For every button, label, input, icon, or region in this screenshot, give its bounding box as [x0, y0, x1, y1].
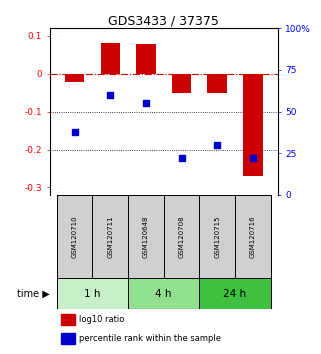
- Bar: [172, 74, 191, 93]
- Bar: [199, 278, 271, 309]
- Bar: [100, 44, 120, 74]
- Text: GSM120715: GSM120715: [214, 215, 220, 258]
- Bar: [65, 74, 84, 82]
- Bar: [128, 195, 164, 278]
- Point: [179, 155, 184, 161]
- Text: GSM120711: GSM120711: [107, 215, 113, 258]
- Bar: [57, 195, 92, 278]
- Text: GSM120716: GSM120716: [250, 215, 256, 258]
- Bar: [61, 314, 75, 325]
- Bar: [243, 74, 263, 176]
- Bar: [199, 195, 235, 278]
- Bar: [207, 74, 227, 93]
- Title: GDS3433 / 37375: GDS3433 / 37375: [108, 14, 219, 27]
- Point: [72, 129, 77, 135]
- Text: GSM120648: GSM120648: [143, 215, 149, 258]
- Bar: [164, 195, 199, 278]
- Text: log10 ratio: log10 ratio: [79, 315, 125, 324]
- Bar: [57, 278, 128, 309]
- Bar: [128, 278, 199, 309]
- Text: 24 h: 24 h: [223, 289, 247, 298]
- Text: time ▶: time ▶: [17, 289, 50, 298]
- Bar: [235, 195, 271, 278]
- Text: GSM120710: GSM120710: [72, 215, 78, 258]
- Bar: [92, 195, 128, 278]
- Bar: [136, 44, 156, 74]
- Text: percentile rank within the sample: percentile rank within the sample: [79, 334, 221, 343]
- Point: [108, 92, 113, 98]
- Text: GSM120708: GSM120708: [178, 215, 185, 258]
- Point: [250, 155, 255, 161]
- Point: [143, 101, 149, 106]
- Text: 4 h: 4 h: [155, 289, 172, 298]
- Point: [214, 142, 220, 148]
- Text: 1 h: 1 h: [84, 289, 101, 298]
- Bar: [61, 332, 75, 344]
